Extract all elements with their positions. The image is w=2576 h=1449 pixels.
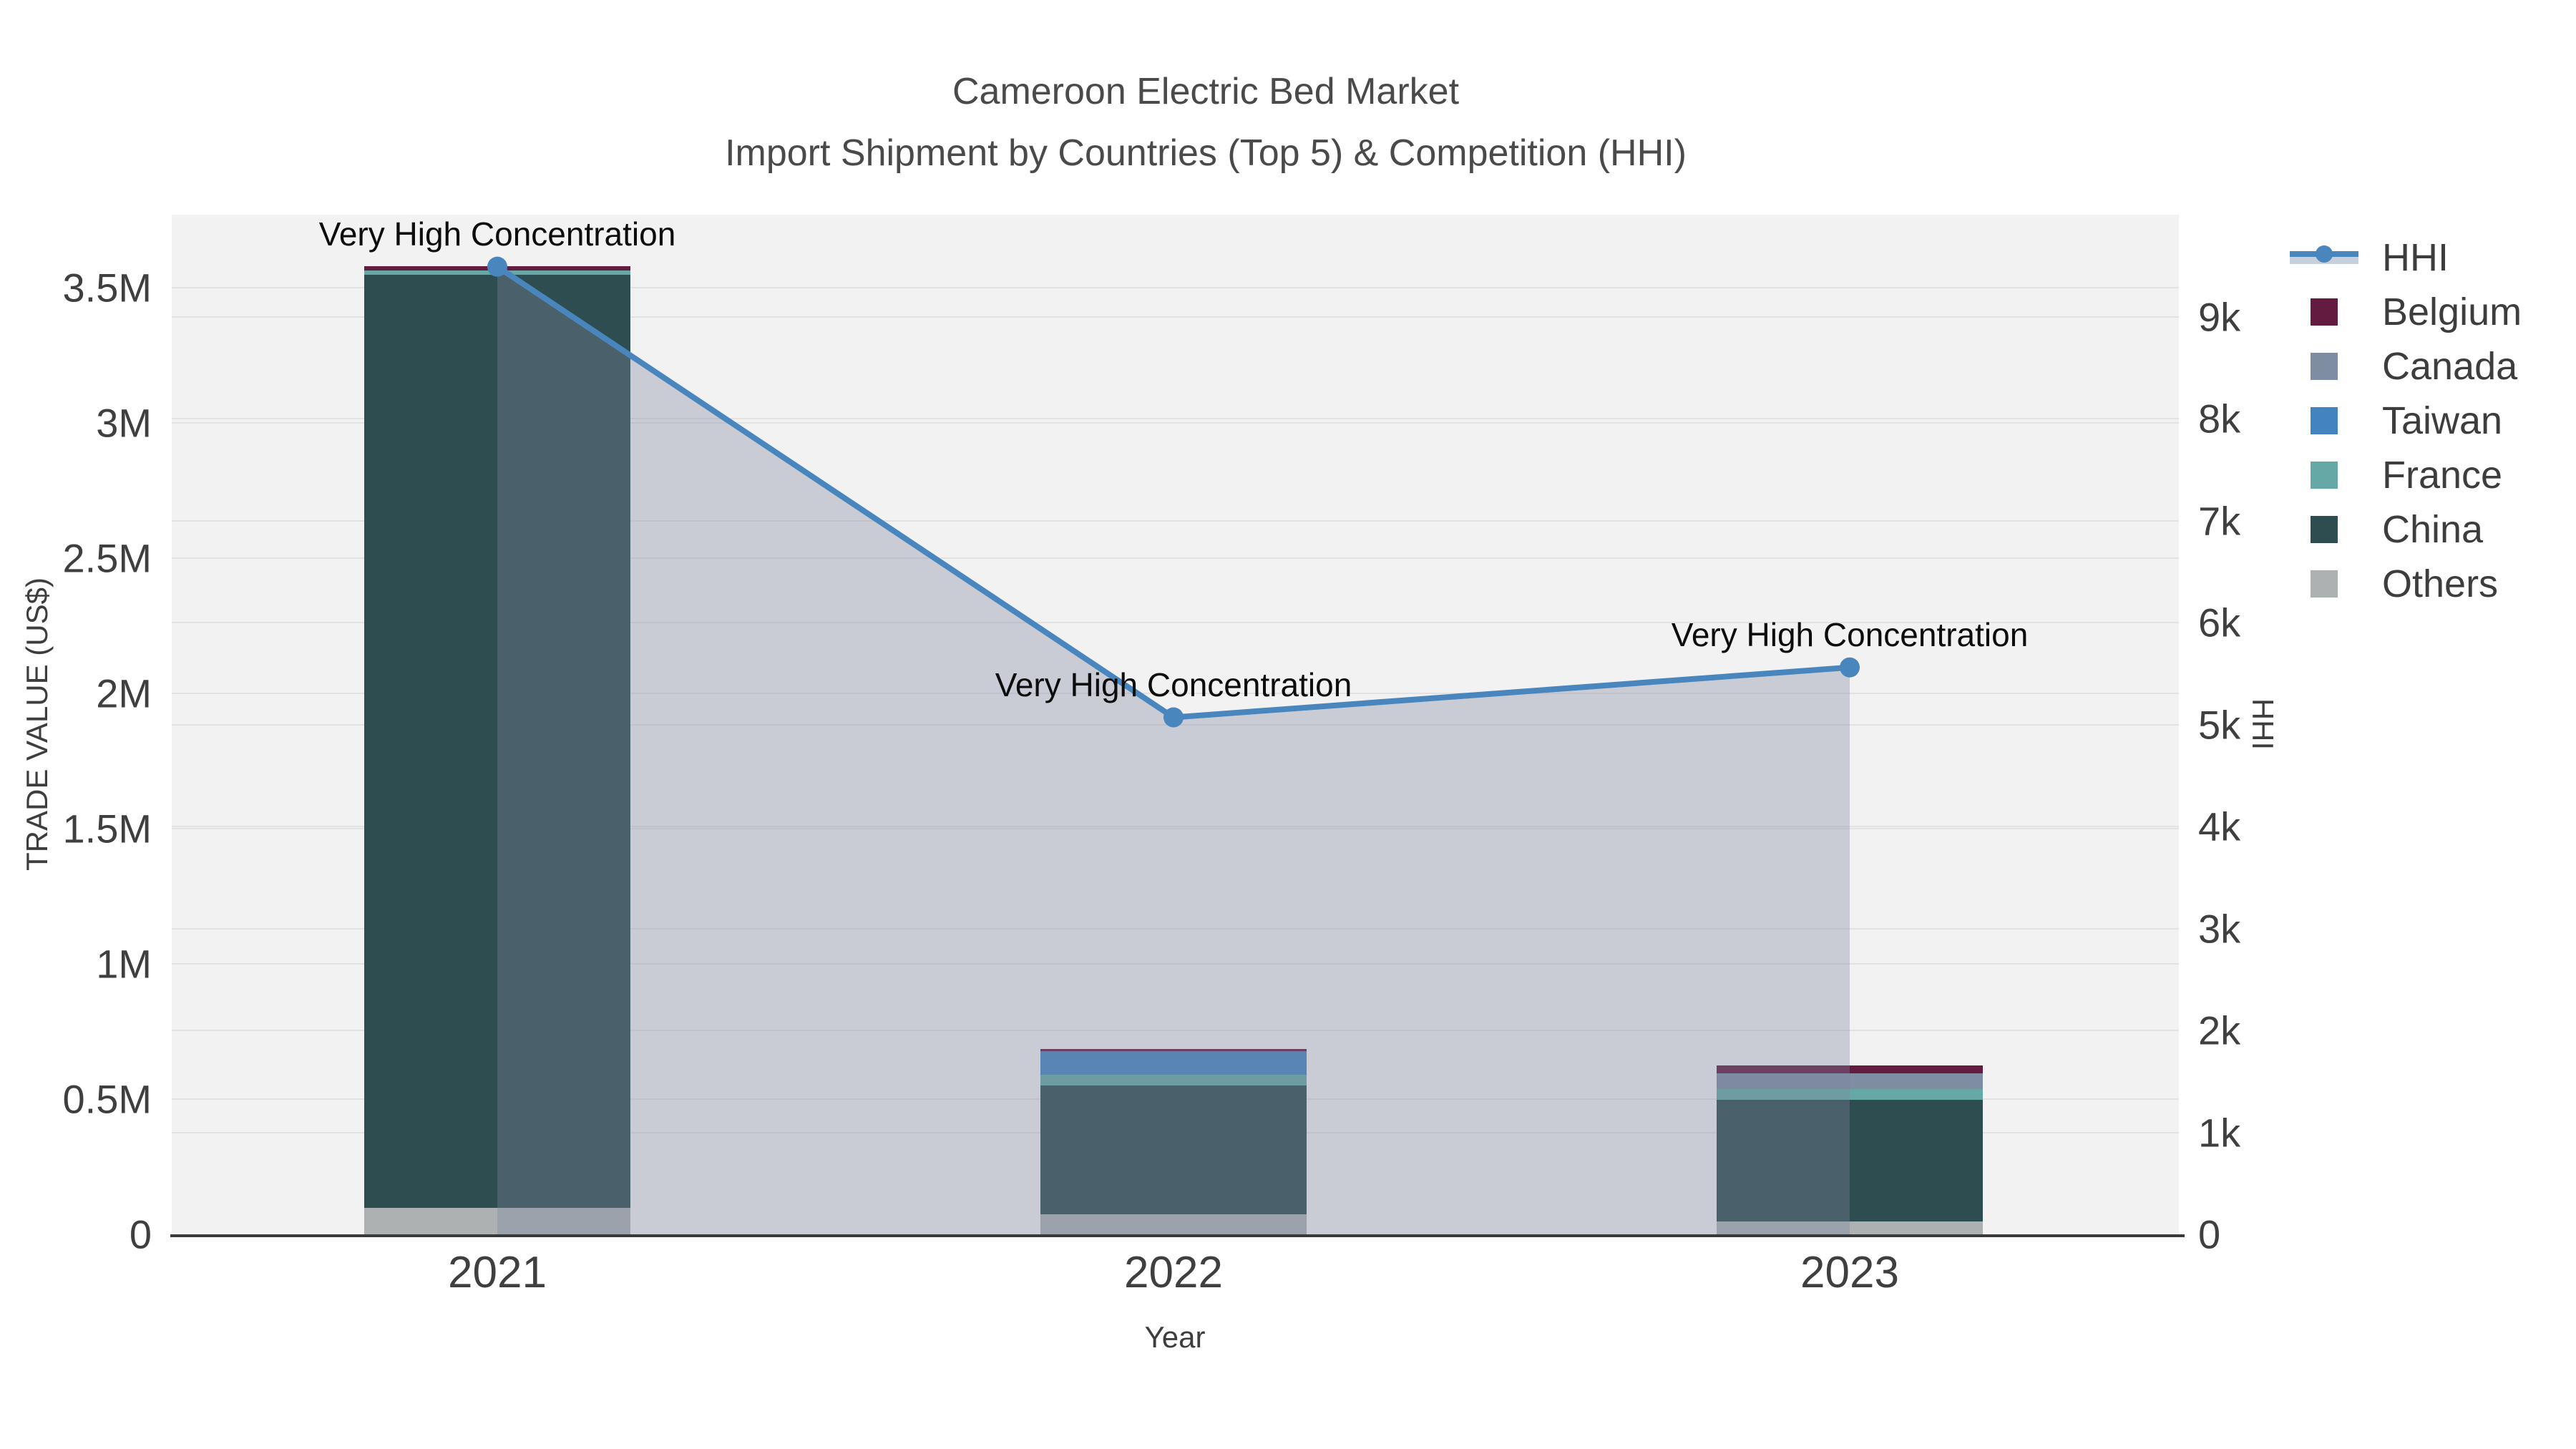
y-right-tick-1k: 1k <box>2198 1110 2241 1155</box>
y-right-tick-2k: 2k <box>2198 1008 2241 1053</box>
hhi-marker-2021 <box>487 256 507 277</box>
y-axis-title-right: HHI <box>2246 698 2280 751</box>
gridline-left-axis <box>172 557 2179 560</box>
china-color-swatch-icon <box>2311 516 2338 543</box>
annotation-2022: Very High Concentration <box>995 665 1352 703</box>
gridline-left-axis <box>172 828 2179 830</box>
canada-color-swatch-icon <box>2311 353 2338 380</box>
gridline-right-axis <box>172 927 2179 930</box>
legend-label-taiwan: Taiwan <box>2382 399 2503 442</box>
bar-segment-taiwan-2022 <box>1040 1051 1307 1075</box>
y-left-tick-3M: 3M <box>96 400 152 446</box>
y-left-tick-1.5M: 1.5M <box>62 806 152 852</box>
gridline-right-axis <box>172 418 2179 419</box>
bar-segment-belgium-2023 <box>1717 1065 1983 1073</box>
gridline-right-axis <box>172 622 2179 623</box>
y-right-tick-5k: 5k <box>2198 702 2241 747</box>
annotation-2023: Very High Concentration <box>1671 615 2029 653</box>
y-right-tick-9k: 9k <box>2198 294 2241 339</box>
x-axis-baseline <box>170 1234 2185 1237</box>
hhi-line-swatch-icon <box>2290 245 2358 270</box>
y-right-tick-7k: 7k <box>2198 498 2241 543</box>
hhi-line-layer <box>487 256 1860 1234</box>
bar-segment-china-2021 <box>364 274 630 1208</box>
y-right-tick-0: 0 <box>2198 1211 2221 1257</box>
y-right-tick-8k: 8k <box>2198 396 2241 441</box>
y-left-tick-0: 0 <box>129 1211 152 1257</box>
y-axis-title-left: TRADE VALUE (US$) <box>20 577 54 871</box>
taiwan-color-swatch-icon <box>2311 407 2338 434</box>
legend-item-taiwan: Taiwan <box>2279 394 2522 448</box>
hhi-swatch <box>2279 245 2369 270</box>
y-left-tick-0.5M: 0.5M <box>62 1076 152 1122</box>
annotation-2021: Very High Concentration <box>318 215 676 253</box>
bar-segment-others-2023 <box>1717 1221 1983 1234</box>
x-tick-2021: 2021 <box>448 1248 547 1297</box>
bar-segment-others-2021 <box>364 1207 630 1234</box>
legend-item-china: China <box>2279 502 2522 557</box>
chart-subtitle: Import Shipment by Countries (Top 5) & C… <box>725 132 1687 174</box>
y-left-tick-2.5M: 2.5M <box>62 535 152 581</box>
others-swatch <box>2279 570 2369 597</box>
belgium-swatch <box>2279 298 2369 326</box>
legend-item-hhi: HHI <box>2279 230 2522 285</box>
belgium-color-swatch-icon <box>2311 298 2338 326</box>
hhi-marker-2023 <box>1840 657 1860 678</box>
hhi-marker-2022 <box>1163 707 1184 728</box>
bar-segment-china-2022 <box>1040 1085 1307 1214</box>
gridline-right-axis <box>172 519 2179 522</box>
chart-title: Cameroon Electric Bed Market <box>952 71 1460 112</box>
y-left-tick-2M: 2M <box>96 670 152 716</box>
france-color-swatch-icon <box>2311 462 2338 489</box>
gridline-left-axis <box>172 693 2179 695</box>
legend-label-belgium: Belgium <box>2382 291 2522 333</box>
x-tick-2023: 2023 <box>1800 1248 1899 1297</box>
gridline-left-axis <box>172 422 2179 424</box>
y-left-tick-1M: 1M <box>96 941 152 987</box>
legend-label-canada: Canada <box>2382 345 2518 388</box>
gridline-left-axis <box>172 963 2179 965</box>
hhi-area-fill <box>497 266 1850 1234</box>
legend-item-canada: Canada <box>2279 339 2522 394</box>
china-swatch <box>2279 516 2369 543</box>
gridline-right-axis <box>172 1030 2179 1031</box>
legend-item-france: France <box>2279 448 2522 502</box>
gridline-left-axis <box>172 287 2179 289</box>
legend-label-others: Others <box>2382 562 2499 605</box>
y-left-tick-3.5M: 3.5M <box>62 265 152 311</box>
others-color-swatch-icon <box>2311 570 2338 597</box>
legend-label-hhi: HHI <box>2382 236 2449 279</box>
bar-segment-china-2023 <box>1717 1099 1983 1221</box>
legend-item-belgium: Belgium <box>2279 285 2522 339</box>
gridline-right-axis <box>172 316 2179 318</box>
y-right-tick-3k: 3k <box>2198 906 2241 951</box>
france-swatch <box>2279 462 2369 489</box>
x-axis-title: Year <box>1144 1320 1206 1354</box>
bar-segment-canada-2023 <box>1717 1073 1983 1089</box>
bar-segment-france-2022 <box>1040 1074 1307 1086</box>
y-right-tick-6k: 6k <box>2198 600 2241 645</box>
legend-label-china: China <box>2382 508 2484 551</box>
taiwan-swatch <box>2279 407 2369 434</box>
legend-label-france: France <box>2382 454 2503 497</box>
bar-segment-others-2022 <box>1040 1214 1307 1234</box>
legend-item-others: Others <box>2279 557 2522 611</box>
bar-segment-belgium-2022 <box>1040 1049 1307 1052</box>
y-right-tick-4k: 4k <box>2198 804 2241 849</box>
bar-segment-france-2023 <box>1717 1088 1983 1100</box>
canada-swatch <box>2279 353 2369 380</box>
legend: HHI Belgium Canada Taiwan France China Others <box>2279 230 2522 611</box>
x-tick-2022: 2022 <box>1124 1248 1223 1297</box>
gridline-right-axis <box>172 826 2179 827</box>
